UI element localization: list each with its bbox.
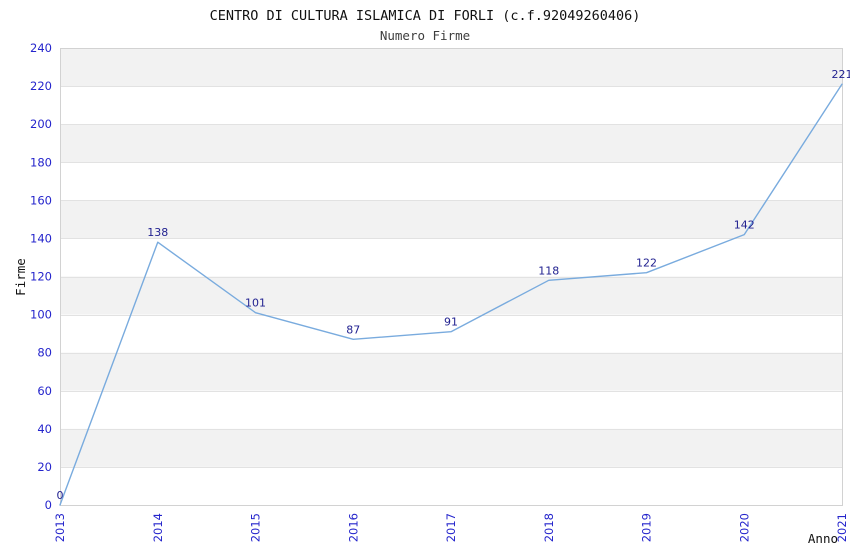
y-tick-label: 200: [30, 117, 52, 131]
y-tick-label: 100: [30, 308, 52, 322]
plot-band: [60, 276, 842, 315]
plot-band: [60, 86, 842, 125]
x-tick-label: 2020: [737, 513, 751, 542]
y-tick-label: 60: [37, 384, 52, 398]
data-point-label: 87: [346, 323, 360, 336]
x-tick-label: 2017: [444, 513, 458, 542]
plot-band: [60, 352, 842, 391]
y-tick-label: 140: [30, 231, 52, 245]
y-tick-label: 20: [37, 460, 52, 474]
plot-band: [60, 124, 842, 163]
horizontal-gridlines: [60, 86, 842, 468]
plot-band: [60, 238, 842, 277]
x-tick-label: 2015: [249, 513, 263, 542]
x-tick-label: 2016: [346, 513, 360, 542]
plot-band: [60, 162, 842, 201]
data-point-labels: 0 138 101 87 91 118 122 142 221: [57, 68, 850, 502]
chart-title: CENTRO DI CULTURA ISLAMICA DI FORLI (c.f…: [210, 8, 641, 24]
data-point-label: 138: [147, 226, 168, 239]
plot-band: [60, 390, 842, 429]
plot-border: [60, 48, 843, 506]
y-tick-label: 40: [37, 422, 52, 436]
data-point-label: 101: [245, 297, 266, 310]
y-tick-label: 240: [30, 41, 52, 55]
data-point-label: 221: [832, 68, 850, 81]
plot-background-bands: [60, 48, 842, 505]
y-tick-label: 160: [30, 193, 52, 207]
data-point-label: 91: [444, 316, 458, 329]
x-tick-label: 2021: [835, 513, 849, 542]
y-axis-tick-labels: 0 20 40 60 80 100 120 140 160 180 200 220 240: [30, 41, 52, 512]
y-tick-label: 220: [30, 79, 52, 93]
data-point-label: 142: [734, 219, 755, 232]
data-point-label: 118: [538, 264, 559, 277]
plot-band: [60, 200, 842, 239]
x-tick-label: 2019: [640, 513, 654, 542]
x-tick-label: 2013: [53, 513, 67, 542]
y-tick-label: 0: [45, 498, 52, 512]
y-tick-label: 180: [30, 155, 52, 169]
series-line-numero-firme: [59, 83, 843, 506]
x-axis-title: Anno: [808, 531, 838, 546]
data-point-label: 122: [636, 257, 657, 270]
plot-band: [60, 428, 842, 467]
x-axis-tick-labels: 2013 2014 2015 2016 2017 2018 2019 2020 2021: [53, 513, 849, 542]
plot-band: [60, 48, 842, 87]
x-tick-label: 2018: [542, 513, 556, 542]
x-tick-label: 2014: [151, 513, 165, 542]
y-tick-label: 120: [30, 270, 52, 284]
y-axis-title: Firme: [13, 258, 28, 296]
y-tick-label: 80: [37, 346, 52, 360]
chart-subtitle: Numero Firme: [380, 28, 470, 43]
plot-band: [60, 314, 842, 353]
data-point-label: 0: [57, 489, 64, 502]
plot-band: [60, 466, 842, 505]
